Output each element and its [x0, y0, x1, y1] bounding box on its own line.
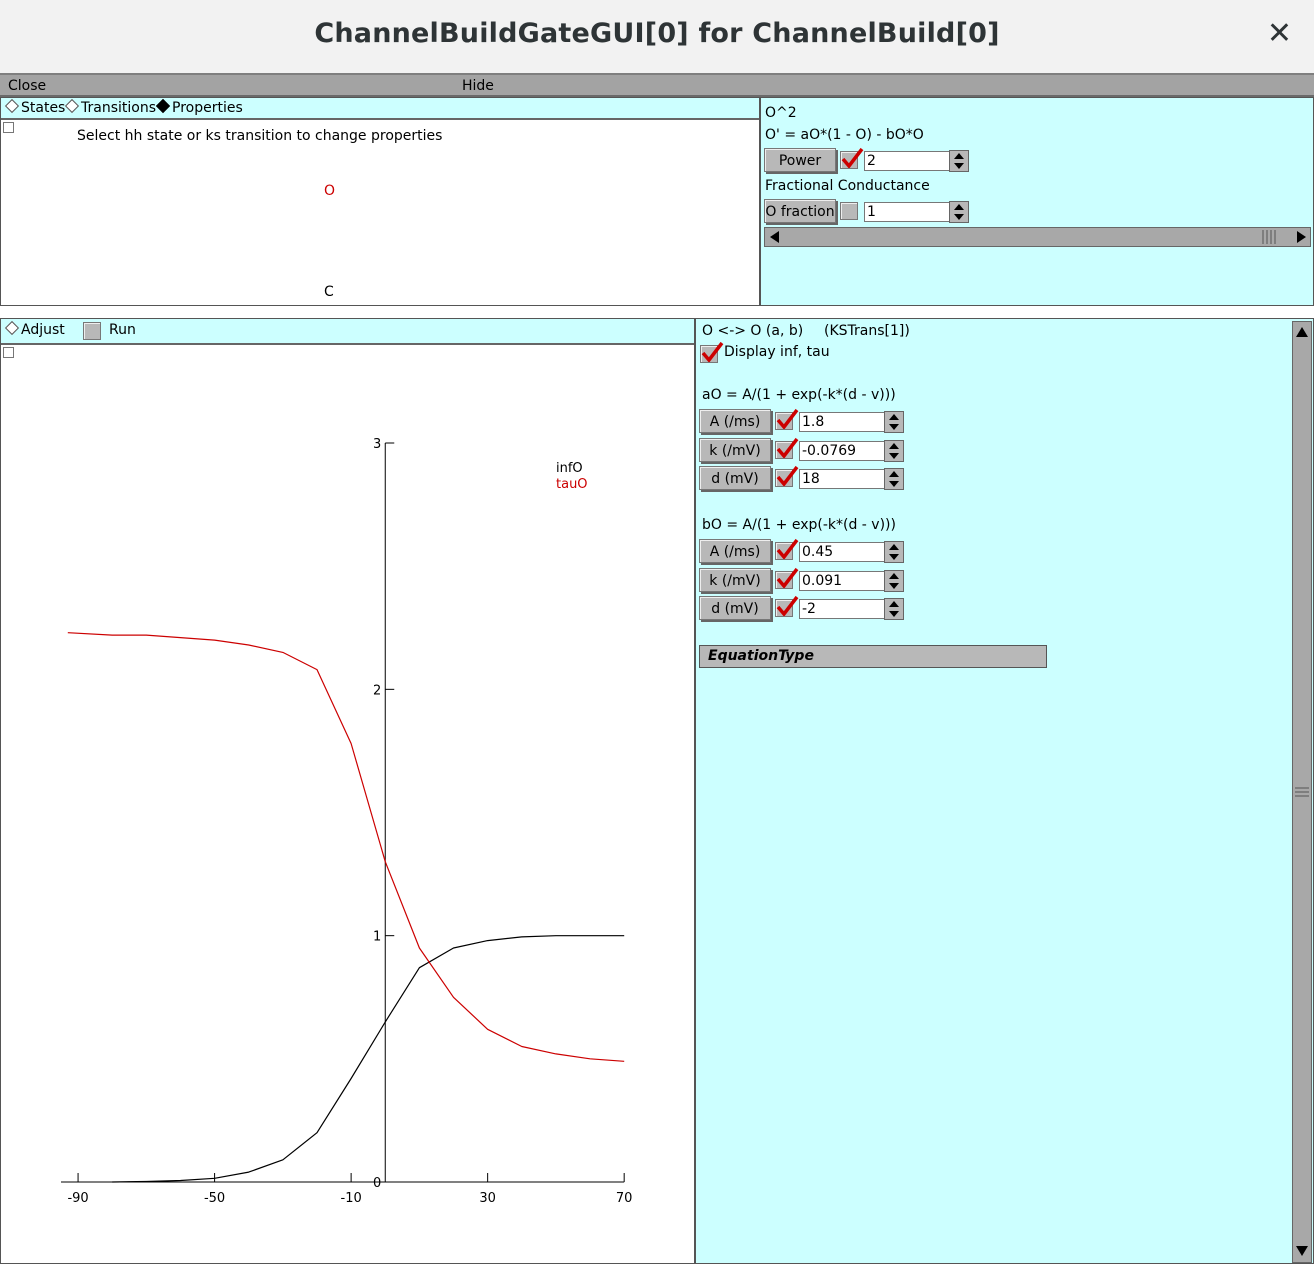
- a-param-button[interactable]: A (/ms): [699, 409, 771, 433]
- expr-text: O^2: [765, 105, 797, 121]
- tab-properties-label: Properties: [172, 100, 243, 116]
- equation-type-menu[interactable]: EquationType: [699, 645, 1047, 668]
- y-tick-label: 3: [373, 437, 381, 452]
- b-param-checkbox[interactable]: [775, 538, 799, 560]
- a-param-field[interactable]: 18: [799, 469, 885, 489]
- tab-transitions-label: Transitions: [81, 100, 156, 116]
- b-param-checkbox[interactable]: [775, 595, 799, 617]
- checkmark-icon: [776, 567, 799, 588]
- frac-field[interactable]: 1: [864, 202, 950, 222]
- a-param-button[interactable]: d (mV): [699, 466, 771, 490]
- checkmark-icon: [841, 147, 864, 168]
- b-param-stepper[interactable]: [884, 541, 904, 563]
- radio-icon: [64, 98, 80, 114]
- transition-panel: O <-> O (a, b) (KSTrans[1]) Display inf,…: [695, 318, 1314, 1264]
- y-tick-label: 2: [373, 683, 381, 698]
- a-param-stepper[interactable]: [884, 439, 904, 462]
- b-param-button[interactable]: A (/ms): [699, 539, 771, 563]
- b-param-button[interactable]: d (mV): [699, 596, 771, 620]
- power-field[interactable]: 2: [864, 151, 950, 171]
- tab-states[interactable]: States: [4, 98, 66, 116]
- state-closed-label[interactable]: C: [324, 284, 334, 300]
- series-line-infO: [112, 935, 625, 1183]
- vertical-scrollbar[interactable]: [1292, 321, 1312, 1263]
- b-equation: bO = A/(1 + exp(-k*(d - v))): [702, 517, 896, 533]
- properties-panel: O^2 O' = aO*(1 - O) - bO*O Power 2 Fract…: [760, 97, 1314, 306]
- x-tick-label: 70: [616, 1191, 633, 1206]
- graph-toolbar: Adjust Run: [1, 319, 694, 345]
- o-fraction-button[interactable]: O fraction: [764, 199, 836, 223]
- a-param-checkbox[interactable]: [775, 408, 799, 430]
- tab-transitions[interactable]: Transitions: [64, 98, 156, 116]
- adjust-radio[interactable]: Adjust: [4, 320, 65, 338]
- menu-bar: Close Hide: [0, 73, 1314, 97]
- scrollbar-arrows-icon: [770, 230, 1306, 244]
- a-param-stepper[interactable]: [884, 468, 904, 490]
- b-param-checkbox[interactable]: [775, 567, 799, 589]
- display-inf-tau-label: Display inf, tau: [724, 344, 830, 360]
- display-inf-tau-checkbox[interactable]: [700, 341, 724, 363]
- power-button[interactable]: Power: [764, 148, 836, 172]
- frac-checkbox[interactable]: [840, 202, 858, 220]
- panel-menu-box[interactable]: [3, 122, 14, 133]
- x-tick-label: 30: [479, 1191, 496, 1206]
- tab-states-label: States: [21, 100, 66, 116]
- equation-text: O' = aO*(1 - O) - bO*O: [765, 127, 924, 143]
- a-param-button[interactable]: k (/mV): [699, 437, 771, 462]
- window-title: ChannelBuildGateGUI[0] for ChannelBuild[…: [314, 18, 1000, 49]
- legend-infO: infO: [556, 461, 583, 476]
- adjust-label: Adjust: [21, 322, 65, 338]
- graph-menu-box[interactable]: [3, 347, 14, 358]
- a-param-checkbox[interactable]: [775, 437, 799, 459]
- a-equation: aO = A/(1 + exp(-k*(d - v))): [702, 387, 896, 403]
- checkmark-icon: [776, 465, 799, 486]
- y-tick-label: 1: [373, 930, 381, 945]
- checkmark-icon: [776, 437, 799, 458]
- states-panel: States Transitions Properties Select hh …: [0, 97, 760, 306]
- a-param-stepper[interactable]: [884, 411, 904, 433]
- hide-menu-item[interactable]: Hide: [462, 78, 494, 94]
- close-menu-item[interactable]: Close: [8, 78, 47, 94]
- tab-properties[interactable]: Properties: [155, 98, 243, 116]
- close-icon[interactable]: ✕: [1266, 16, 1292, 51]
- frac-stepper[interactable]: [949, 201, 969, 223]
- b-param-field[interactable]: -2: [799, 599, 885, 619]
- b-param-stepper[interactable]: [884, 598, 904, 620]
- radio-icon: [4, 320, 20, 336]
- checkmark-icon: [701, 341, 724, 362]
- run-checkbox[interactable]: [83, 322, 101, 340]
- frac-heading: Fractional Conductance: [765, 178, 930, 194]
- b-param-stepper[interactable]: [884, 569, 904, 592]
- a-param-field[interactable]: -0.0769: [799, 440, 885, 461]
- horizontal-scrollbar[interactable]: [764, 227, 1311, 247]
- scrollbar-arrows-icon: [1295, 327, 1309, 1256]
- state-open-label[interactable]: O: [324, 183, 336, 199]
- y-tick-label: 0: [373, 1176, 381, 1191]
- checkmark-icon: [776, 408, 799, 429]
- a-param-field[interactable]: 1.8: [799, 412, 885, 432]
- power-checkbox[interactable]: [840, 147, 864, 169]
- x-tick-label: -90: [67, 1191, 88, 1206]
- hint-text: Select hh state or ks transition to chan…: [77, 128, 443, 144]
- legend-tauO: tauO: [556, 477, 588, 492]
- power-stepper[interactable]: [949, 150, 969, 172]
- checkmark-icon: [776, 538, 799, 559]
- series-line-tauO: [67, 632, 625, 1062]
- graph-panel: Adjust Run -90 -50 -10 30 70 0 1 2 3 infO tauO: [0, 318, 695, 1264]
- run-label: Run: [109, 322, 136, 338]
- b-param-field[interactable]: 0.091: [799, 570, 885, 591]
- transition-id: (KSTrans[1]): [824, 323, 910, 339]
- radio-icon: [4, 98, 20, 114]
- title-bar: ChannelBuildGateGUI[0] for ChannelBuild[…: [0, 0, 1314, 74]
- radio-selected-icon: [155, 98, 171, 114]
- b-param-button[interactable]: k (/mV): [699, 567, 771, 592]
- x-tick-label: -10: [341, 1191, 362, 1206]
- states-tabbar: States Transitions Properties: [1, 98, 759, 120]
- transition-header: O <-> O (a, b): [702, 323, 804, 339]
- x-tick-label: -50: [204, 1191, 225, 1206]
- a-param-checkbox[interactable]: [775, 465, 799, 487]
- b-param-field[interactable]: 0.45: [799, 542, 885, 562]
- checkmark-icon: [776, 595, 799, 616]
